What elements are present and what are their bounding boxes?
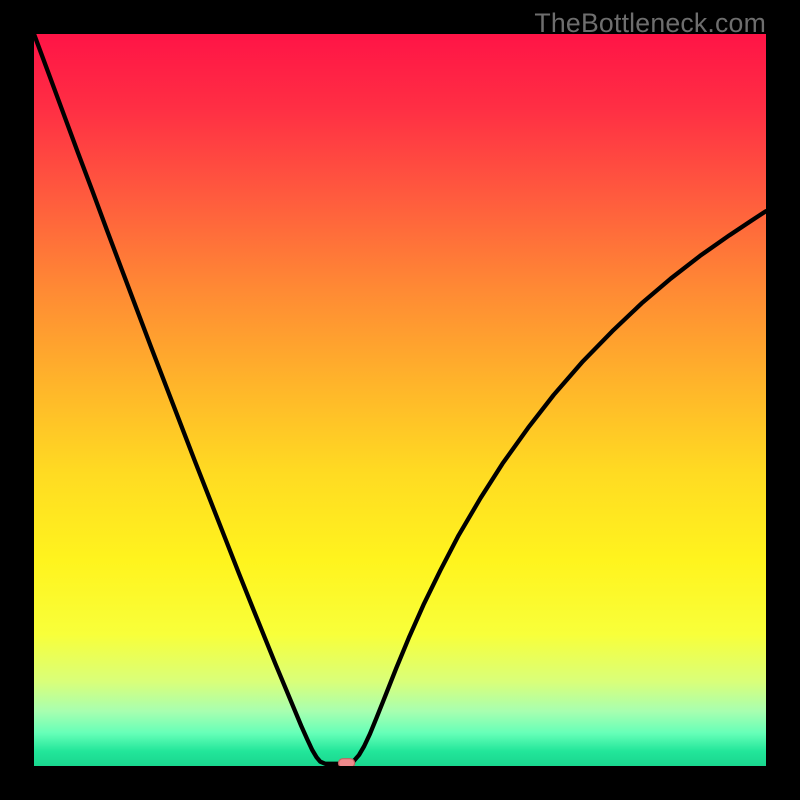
watermark-text: TheBottleneck.com [534, 8, 766, 39]
curve-layer [34, 34, 766, 766]
minimum-marker [339, 759, 355, 766]
stage: TheBottleneck.com [0, 0, 800, 800]
plot-area [34, 34, 766, 766]
bottleneck-curve [34, 34, 766, 764]
